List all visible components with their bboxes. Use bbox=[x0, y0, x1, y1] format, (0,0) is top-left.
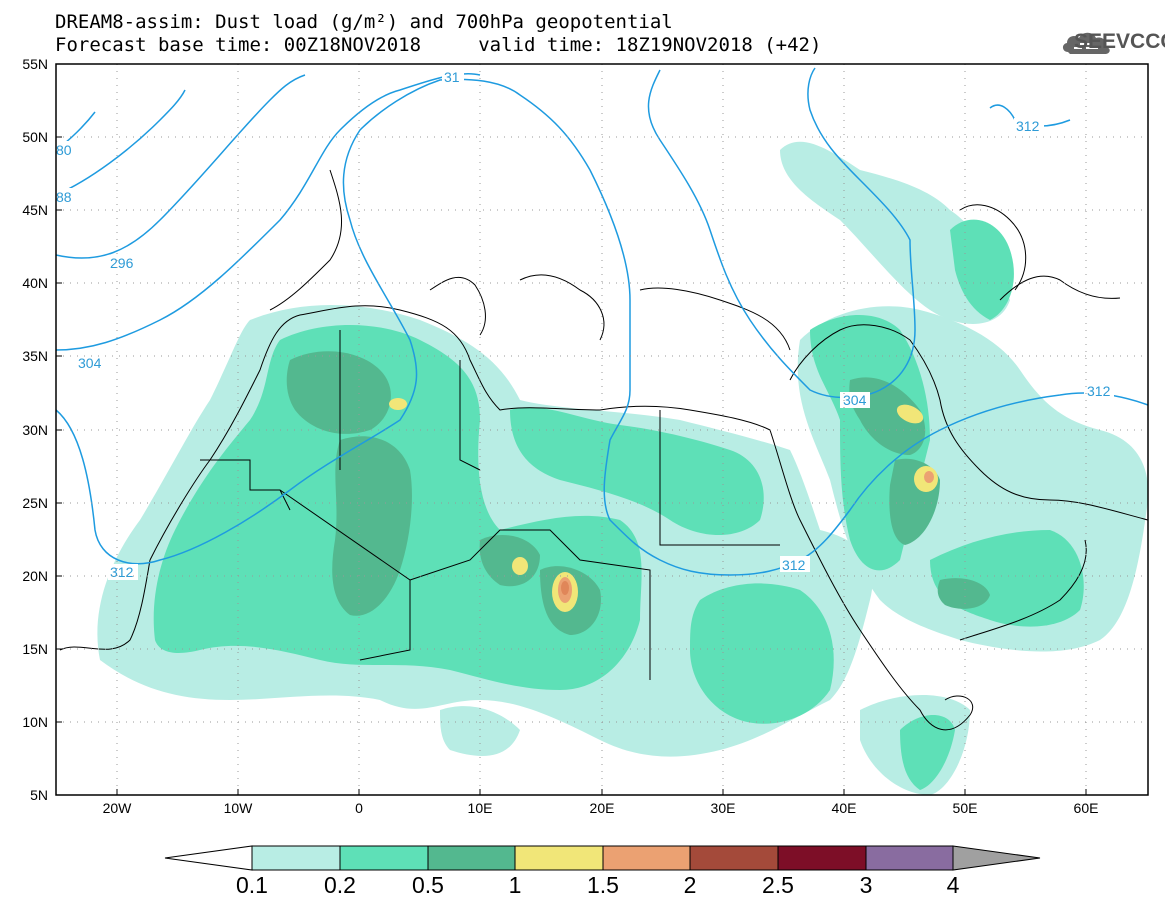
colorbar-label: 3 bbox=[859, 872, 873, 898]
contour-label: 31 bbox=[444, 69, 460, 85]
colorbar-swatch bbox=[514, 845, 604, 871]
lat-label: 40N bbox=[22, 275, 48, 291]
lat-label: 35N bbox=[22, 348, 48, 364]
lat-label: 50N bbox=[22, 129, 48, 145]
lon-label: 20E bbox=[589, 800, 615, 816]
cloud-icon bbox=[1062, 32, 1110, 54]
colorbar-label: 0.2 bbox=[324, 872, 356, 898]
lat-label: 30N bbox=[22, 422, 48, 438]
axis-ticks bbox=[56, 136, 1087, 795]
colorbar-swatch bbox=[427, 845, 516, 871]
colorbar-label: 4 bbox=[946, 872, 960, 898]
map-title: DREAM8-assim: Dust load (g/m²) and 700hP… bbox=[55, 11, 673, 33]
contour-label: 312 bbox=[1087, 383, 1111, 399]
lat-label: 15N bbox=[22, 641, 48, 657]
contour-label: 304 bbox=[843, 392, 867, 408]
colorbar-swatch bbox=[689, 845, 779, 871]
lat-label: 10N bbox=[22, 714, 48, 730]
colorbar-swatch bbox=[777, 845, 867, 871]
lat-label: 55N bbox=[22, 56, 48, 72]
lat-label: 5N bbox=[30, 787, 48, 803]
lon-label: 50E bbox=[952, 800, 978, 816]
colorbar bbox=[164, 845, 1041, 871]
colorbar-swatch bbox=[251, 845, 341, 871]
colorbar-swatch bbox=[339, 845, 429, 871]
contour-label: 80 bbox=[56, 142, 72, 158]
colorbar-label: 2.5 bbox=[762, 872, 794, 898]
coastlines bbox=[59, 169, 1149, 731]
colorbar-arrow-low bbox=[164, 845, 253, 871]
lon-label: 10E bbox=[467, 800, 493, 816]
contour-label: 312 bbox=[782, 557, 806, 573]
lon-label: 20W bbox=[102, 800, 132, 816]
contour-label: 304 bbox=[78, 355, 102, 371]
colorbar-swatch bbox=[865, 845, 954, 871]
lon-label: 30E bbox=[710, 800, 736, 816]
lon-label: 0 bbox=[355, 800, 363, 816]
colorbar-label: 1.5 bbox=[587, 872, 619, 898]
lon-label: 60E bbox=[1073, 800, 1099, 816]
lon-label: 40E bbox=[831, 800, 857, 816]
seevccc-logo: SEEVCCC bbox=[1074, 30, 1165, 53]
colorbar-label: 0.5 bbox=[412, 872, 444, 898]
contour-label: 312 bbox=[110, 564, 134, 580]
dust-shading-2 bbox=[561, 581, 569, 595]
contour-label: 312 bbox=[1016, 118, 1040, 134]
colorbar-swatch bbox=[602, 845, 691, 871]
lat-label: 25N bbox=[22, 495, 48, 511]
lat-label: 20N bbox=[22, 568, 48, 584]
contour-labels: 80 88 296 304 312 31 312 312 304 312 bbox=[52, 69, 1114, 580]
contour-label: 296 bbox=[110, 255, 134, 271]
colorbar-arrow-high bbox=[952, 845, 1041, 871]
colorbar-label: 1 bbox=[508, 872, 522, 898]
grid-lines bbox=[56, 64, 1148, 795]
forecast-time-line: Forecast base time: 00Z18NOV2018 valid t… bbox=[55, 34, 822, 56]
colorbar-label: 2 bbox=[683, 872, 697, 898]
lon-label: 10W bbox=[223, 800, 253, 816]
contour-label: 88 bbox=[56, 189, 72, 205]
lat-label: 45N bbox=[22, 202, 48, 218]
colorbar-label: 0.1 bbox=[236, 872, 268, 898]
